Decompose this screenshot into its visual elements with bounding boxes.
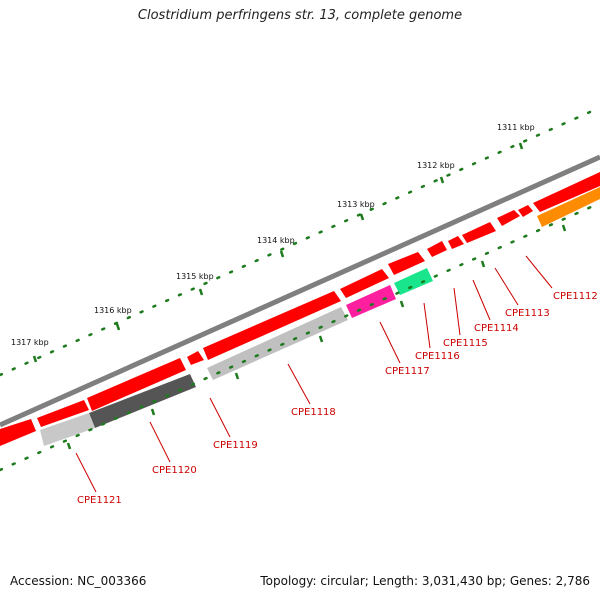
gene-label-cpe1116[interactable]: CPE1116 xyxy=(415,351,460,362)
gene-label-cpe1121[interactable]: CPE1121 xyxy=(77,495,122,506)
gene-label-cpe1118[interactable]: CPE1118 xyxy=(291,407,336,418)
gene-label-group: CPE1112 CPE1113 CPE1114 CPE1115 CPE1116 … xyxy=(77,291,598,506)
gene-cpe1113[interactable] xyxy=(518,205,533,217)
leader-cpe1118 xyxy=(287,363,311,405)
gene-cpe1118[interactable] xyxy=(340,269,389,298)
label-leaders xyxy=(75,255,553,493)
gene-cpe1115b[interactable] xyxy=(427,241,447,257)
forward-genes xyxy=(0,172,600,446)
leader-cpe1112 xyxy=(525,255,553,289)
gene-label-cpe1120[interactable]: CPE1120 xyxy=(152,465,197,476)
gene-label-cpe1114[interactable]: CPE1114 xyxy=(474,323,519,334)
kbp-label-1313: 1313 kbp xyxy=(337,200,375,209)
gene-label-cpe1115[interactable]: CPE1115 xyxy=(443,338,488,349)
kbp-label-1311: 1311 kbp xyxy=(497,123,535,132)
inner-tick-1 xyxy=(561,224,567,232)
inner-tick-2 xyxy=(480,260,486,268)
leader-cpe1120 xyxy=(149,421,171,463)
leader-cpe1117 xyxy=(379,321,401,364)
hit-green[interactable] xyxy=(394,268,433,295)
inner-tick-4 xyxy=(318,335,324,343)
leader-cpe1114 xyxy=(472,279,491,321)
genome-summary: Topology: circular; Length: 3,031,430 bp… xyxy=(260,574,590,588)
kbp-label-1312: 1312 kbp xyxy=(417,161,455,170)
ruler-major-tick-1316 xyxy=(115,323,121,331)
leader-cpe1113 xyxy=(494,267,519,306)
leader-cpe1119 xyxy=(209,397,231,438)
ruler-major-tick-1312 xyxy=(439,176,445,184)
accession-text: Accession: NC_003366 xyxy=(10,574,147,588)
gene-cpe1119b[interactable] xyxy=(187,351,204,365)
genome-backbone xyxy=(0,154,600,428)
gene-cpe1121[interactable] xyxy=(0,419,36,446)
kbp-label-1316: 1316 kbp xyxy=(94,306,132,315)
ruler-major-tick-1314 xyxy=(279,250,285,258)
ruler-major-tick-1317 xyxy=(32,355,38,363)
ruler-major-tick-1315 xyxy=(198,288,204,296)
gene-label-cpe1113[interactable]: CPE1113 xyxy=(505,308,550,319)
gene-cpe1120[interactable] xyxy=(87,358,186,411)
leader-cpe1121 xyxy=(75,452,97,493)
leader-cpe1115 xyxy=(453,287,461,336)
inner-tick-6 xyxy=(150,408,156,416)
gene-cpe1112[interactable] xyxy=(533,172,600,212)
ruler-major-tick-1313 xyxy=(359,213,365,221)
hit-light-gray-short[interactable] xyxy=(40,413,95,446)
gene-label-cpe1112[interactable]: CPE1112 xyxy=(553,291,598,302)
gene-cpe1119[interactable] xyxy=(203,291,341,360)
ruler-dots-outer xyxy=(0,110,592,377)
hit-dark-gray[interactable] xyxy=(89,374,196,428)
inner-tick-7 xyxy=(66,442,72,450)
inner-tick-5 xyxy=(234,372,240,380)
outer-ruler xyxy=(0,110,592,377)
gene-cpe1115[interactable] xyxy=(462,222,496,243)
gene-label-cpe1117[interactable]: CPE1117 xyxy=(385,366,430,377)
gene-cpe1120b[interactable] xyxy=(37,400,89,427)
kbp-label-1315: 1315 kbp xyxy=(176,272,214,281)
gene-cpe1114[interactable] xyxy=(497,210,520,226)
map-title: Clostridium perfringens str. 13, complet… xyxy=(137,8,463,23)
inner-tick-3 xyxy=(399,300,405,308)
hit-orange[interactable] xyxy=(537,187,600,227)
gene-cpe1116[interactable] xyxy=(448,236,464,249)
gene-cpe1117[interactable] xyxy=(388,252,425,275)
leader-cpe1116 xyxy=(423,302,431,349)
gene-label-cpe1119[interactable]: CPE1119 xyxy=(213,440,258,451)
ruler-dots-inner xyxy=(0,201,600,472)
inner-ruler xyxy=(0,201,600,472)
ruler-major-tick-1311 xyxy=(518,142,524,150)
kbp-label-1317: 1317 kbp xyxy=(11,338,49,347)
kbp-label-1314: 1314 kbp xyxy=(257,236,295,245)
